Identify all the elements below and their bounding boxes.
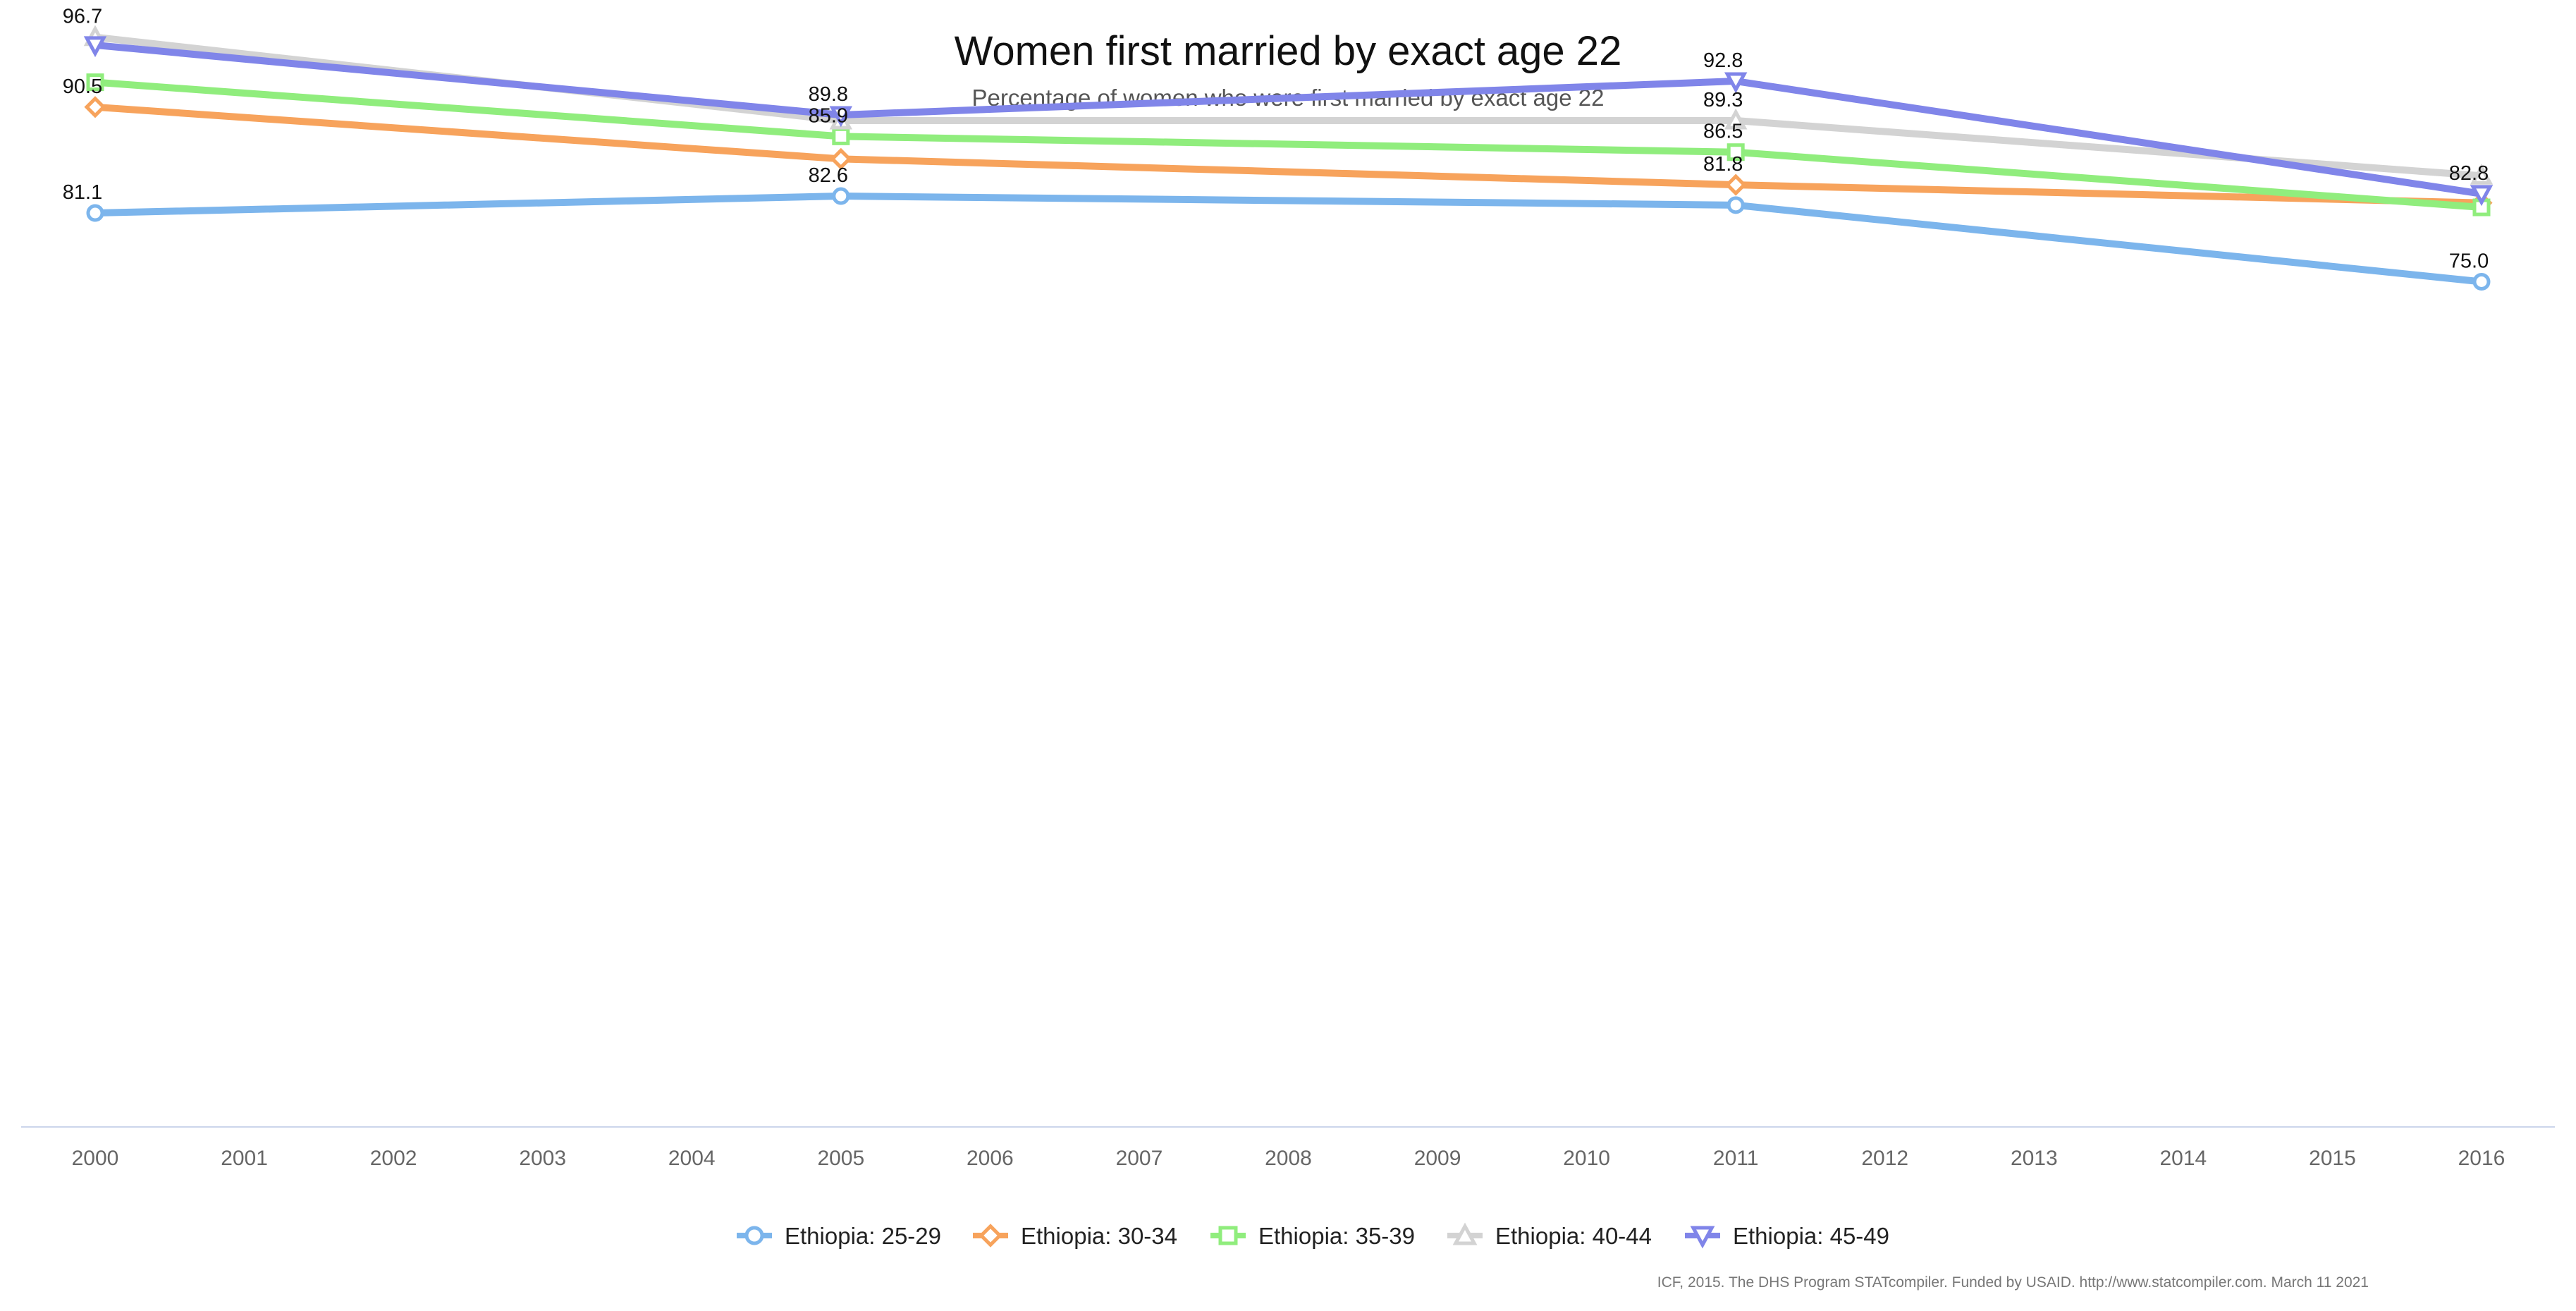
legend-label: Ethiopia: 45-49 [1733, 1223, 1889, 1249]
legend-item-ethiopia-35-39[interactable]: Ethiopia: 35-39 [1210, 1223, 1415, 1249]
legend-label: Ethiopia: 25-29 [785, 1223, 941, 1249]
data-label: 82.8 [2449, 162, 2489, 185]
credits-text: ICF, 2015. The DHS Program STATcompiler.… [1657, 1274, 2369, 1291]
x-tick-label: 2013 [2011, 1147, 2058, 1170]
data-point[interactable] [1724, 72, 1748, 94]
series-ethiopia-30-34 [84, 96, 2493, 214]
x-tick-label: 2014 [2160, 1147, 2207, 1170]
x-tick-label: 2016 [2458, 1147, 2506, 1170]
x-tick-label: 2011 [1713, 1147, 1759, 1170]
data-label: 81.8 [1703, 153, 1743, 176]
legend-marker [744, 1226, 764, 1245]
series-line [92, 41, 2485, 197]
x-tick-label: 2003 [519, 1147, 566, 1170]
series-line [92, 78, 2485, 212]
x-tick-label: 2007 [1116, 1147, 1163, 1170]
data-point[interactable] [86, 204, 104, 222]
legend-marker [979, 1224, 1002, 1248]
x-tick-label: 2009 [1414, 1147, 1461, 1170]
series-line [92, 103, 2485, 207]
chart-title: Women first married by exact age 22 [955, 28, 1622, 74]
data-point[interactable] [83, 36, 107, 58]
data-point[interactable] [2472, 273, 2491, 291]
legend-item-ethiopia-45-49[interactable]: Ethiopia: 45-49 [1685, 1223, 1889, 1249]
data-labels: 81.1 82.6 75.0 90.5 81.8 85.9 86.5 96.7 89.3 89.8… [63, 6, 2489, 273]
data-label: 90.5 [63, 75, 102, 98]
legend-label: Ethiopia: 35-39 [1258, 1223, 1415, 1249]
legend-label: Ethiopia: 30-34 [1021, 1223, 1177, 1249]
data-point[interactable] [1726, 143, 1745, 161]
series-ethiopia-35-39 [86, 73, 2491, 217]
legend-marker [1452, 1222, 1478, 1245]
data-point[interactable] [832, 127, 850, 145]
legend-label: Ethiopia: 40-44 [1495, 1223, 1652, 1249]
data-label: 89.3 [1703, 89, 1743, 111]
series-layer [83, 25, 2494, 291]
data-point[interactable] [1726, 196, 1745, 214]
data-label: 85.9 [809, 104, 848, 127]
data-point[interactable] [1724, 108, 1748, 130]
data-point[interactable] [84, 96, 106, 118]
x-axis-ticks: 2000 2001 2002 2003 2004 2005 2006 2007 2008 2009… [72, 1147, 2506, 1170]
data-point[interactable] [2470, 185, 2494, 207]
x-tick-label: 2001 [221, 1147, 268, 1170]
data-point[interactable] [2470, 164, 2494, 185]
data-label: 75.0 [2449, 250, 2489, 273]
series-ethiopia-25-29 [86, 187, 2491, 291]
x-tick-label: 2012 [1861, 1147, 1908, 1170]
data-label: 92.8 [1703, 49, 1743, 72]
x-tick-label: 2008 [1265, 1147, 1312, 1170]
legend-marker [1690, 1226, 1715, 1249]
data-label: 86.5 [1703, 121, 1743, 143]
series-ethiopia-45-49 [83, 36, 2494, 207]
data-label: 82.6 [809, 164, 848, 187]
data-point[interactable] [86, 73, 104, 92]
data-point[interactable] [829, 106, 853, 128]
legend-marker [1218, 1226, 1238, 1245]
data-point[interactable] [832, 187, 850, 205]
x-tick-label: 2002 [370, 1147, 417, 1170]
x-tick-label: 2005 [817, 1147, 864, 1170]
x-tick-label: 2010 [1563, 1147, 1610, 1170]
legend-item-ethiopia-25-29[interactable]: Ethiopia: 25-29 [737, 1223, 941, 1249]
legend-item-ethiopia-40-44[interactable]: Ethiopia: 40-44 [1447, 1222, 1652, 1249]
legend-item-ethiopia-30-34[interactable]: Ethiopia: 30-34 [973, 1223, 1177, 1249]
data-label: 96.7 [63, 6, 102, 28]
legend: Ethiopia: 25-29 Ethiopia: 30-34 Ethiopia: … [737, 1222, 1889, 1249]
series-line [92, 193, 2485, 286]
x-tick-label: 2000 [72, 1147, 119, 1170]
data-point[interactable] [830, 147, 852, 170]
x-tick-label: 2006 [967, 1147, 1014, 1170]
data-label: 81.1 [63, 181, 102, 204]
x-tick-label: 2015 [2309, 1147, 2356, 1170]
x-tick-label: 2004 [668, 1147, 716, 1170]
data-label: 89.8 [809, 83, 848, 106]
data-point[interactable] [1724, 173, 1747, 196]
